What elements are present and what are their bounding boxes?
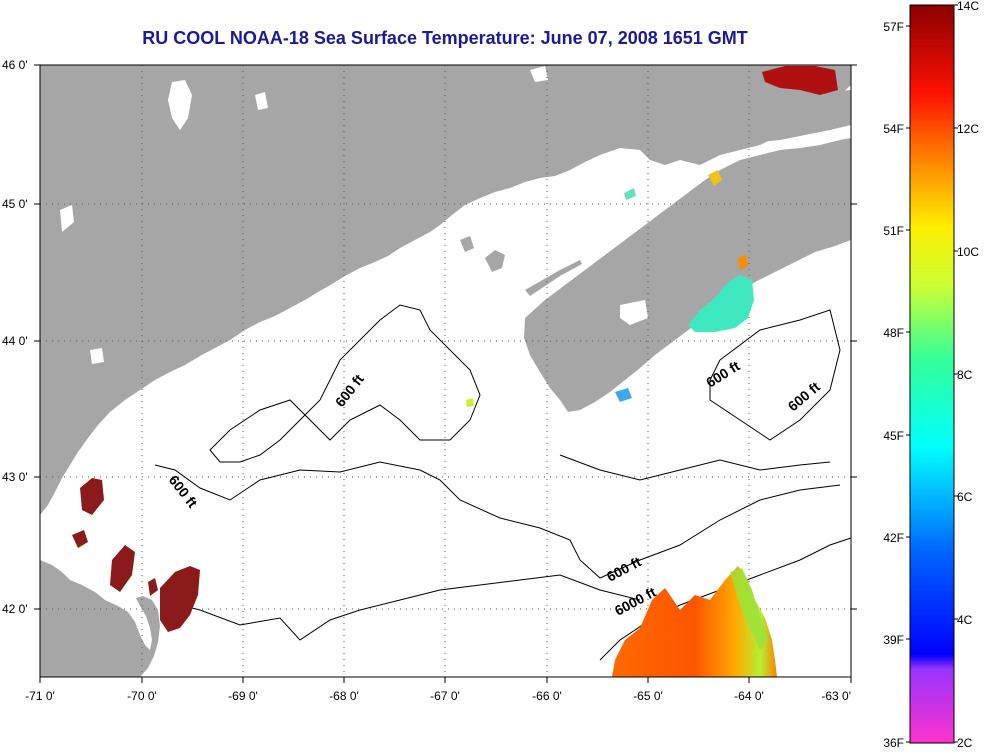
lon-label-66: -66 0' [532,689,562,703]
sst-patch-minas-cyan [624,188,636,200]
sst-patch-capecod-bay [160,566,200,632]
cb-c-4: 4C [957,613,973,627]
lon-label-70: -70 0' [127,689,157,703]
sst-patch-nova-scotia-cyan [688,275,754,332]
contour-600ft-scotian [559,454,831,481]
land-cape-breton [740,90,851,142]
contour-600ft-east [709,309,841,441]
sst-patch-gulf-stream-greenish [730,568,768,650]
land-island-mt-desert [460,236,474,252]
lat-label-45: 45 0' [2,197,28,211]
graticule [40,65,851,677]
land-massachusetts-capecod [40,560,160,677]
contour-600ft-inner [209,304,481,463]
lon-label-67: -67 0' [430,689,460,703]
cb-f-45: 45F [883,429,904,443]
lake-2 [60,205,74,232]
lat-label-42: 42 0' [2,602,28,616]
map-title: RU COOL NOAA-18 Sea Surface Temperature:… [142,28,748,48]
cb-f-39: 39F [883,633,904,647]
land-nova-scotia [524,138,851,412]
sst-patch-massbay-small [148,578,158,596]
lon-label-71: -71 0' [25,689,55,703]
sst-patch-bay-fundy-yellow [708,170,722,186]
contour-600ft-gulf [154,461,841,579]
land-island-grand-manan [485,250,505,272]
colorbar-ticks [906,4,958,743]
cb-f-48: 48F [883,326,904,340]
sst-patch-boston-coast [80,478,104,515]
land-pei [650,128,700,155]
cb-f-42: 42F [883,531,904,545]
cb-c-12: 12C [957,122,979,136]
land-island-long [525,260,582,296]
lat-label-43: 43 0' [2,470,28,484]
lon-label-63: -63 0' [821,689,851,703]
lake-3 [255,92,268,110]
contour-600ft-georges [159,574,641,641]
lake-5 [90,348,104,364]
cb-c-14: 14C [957,0,979,13]
lat-label-44: 44 0' [2,334,28,348]
bathymetry-contours [154,304,852,661]
cb-c-2: 2C [957,736,973,750]
lon-label-64: -64 0' [734,689,764,703]
sst-patch-shelburne-blue [615,388,632,402]
cb-c-8: 8C [957,368,973,382]
sst-patch-halifax-orange [738,255,748,270]
land-maine-newbrunswick [40,65,851,515]
cb-f-51: 51F [883,224,904,238]
cb-c-6: 6C [957,490,973,504]
lat-label-46: 46 0' [2,58,28,72]
sst-patch-south-shore [110,545,135,592]
cb-f-54: 54F [883,122,904,136]
cb-f-36: 36F [883,736,904,750]
cb-c-10: 10C [957,245,979,259]
lon-label-68: -68 0' [329,689,359,703]
sst-patch-southeast-warm [612,566,777,677]
axis-ticks [34,64,857,683]
lake-6 [620,300,648,325]
sst-patch-offshore-yellow [466,398,474,407]
lake-1 [168,80,192,130]
sst-patch-coast-south [72,530,88,548]
cb-f-57: 57F [883,20,904,34]
colorbar [909,4,955,744]
lon-label-69: -69 0' [228,689,258,703]
lake-4 [530,66,548,82]
sst-patch-northeast-corner [762,66,838,95]
lon-label-65: -65 0' [633,689,663,703]
